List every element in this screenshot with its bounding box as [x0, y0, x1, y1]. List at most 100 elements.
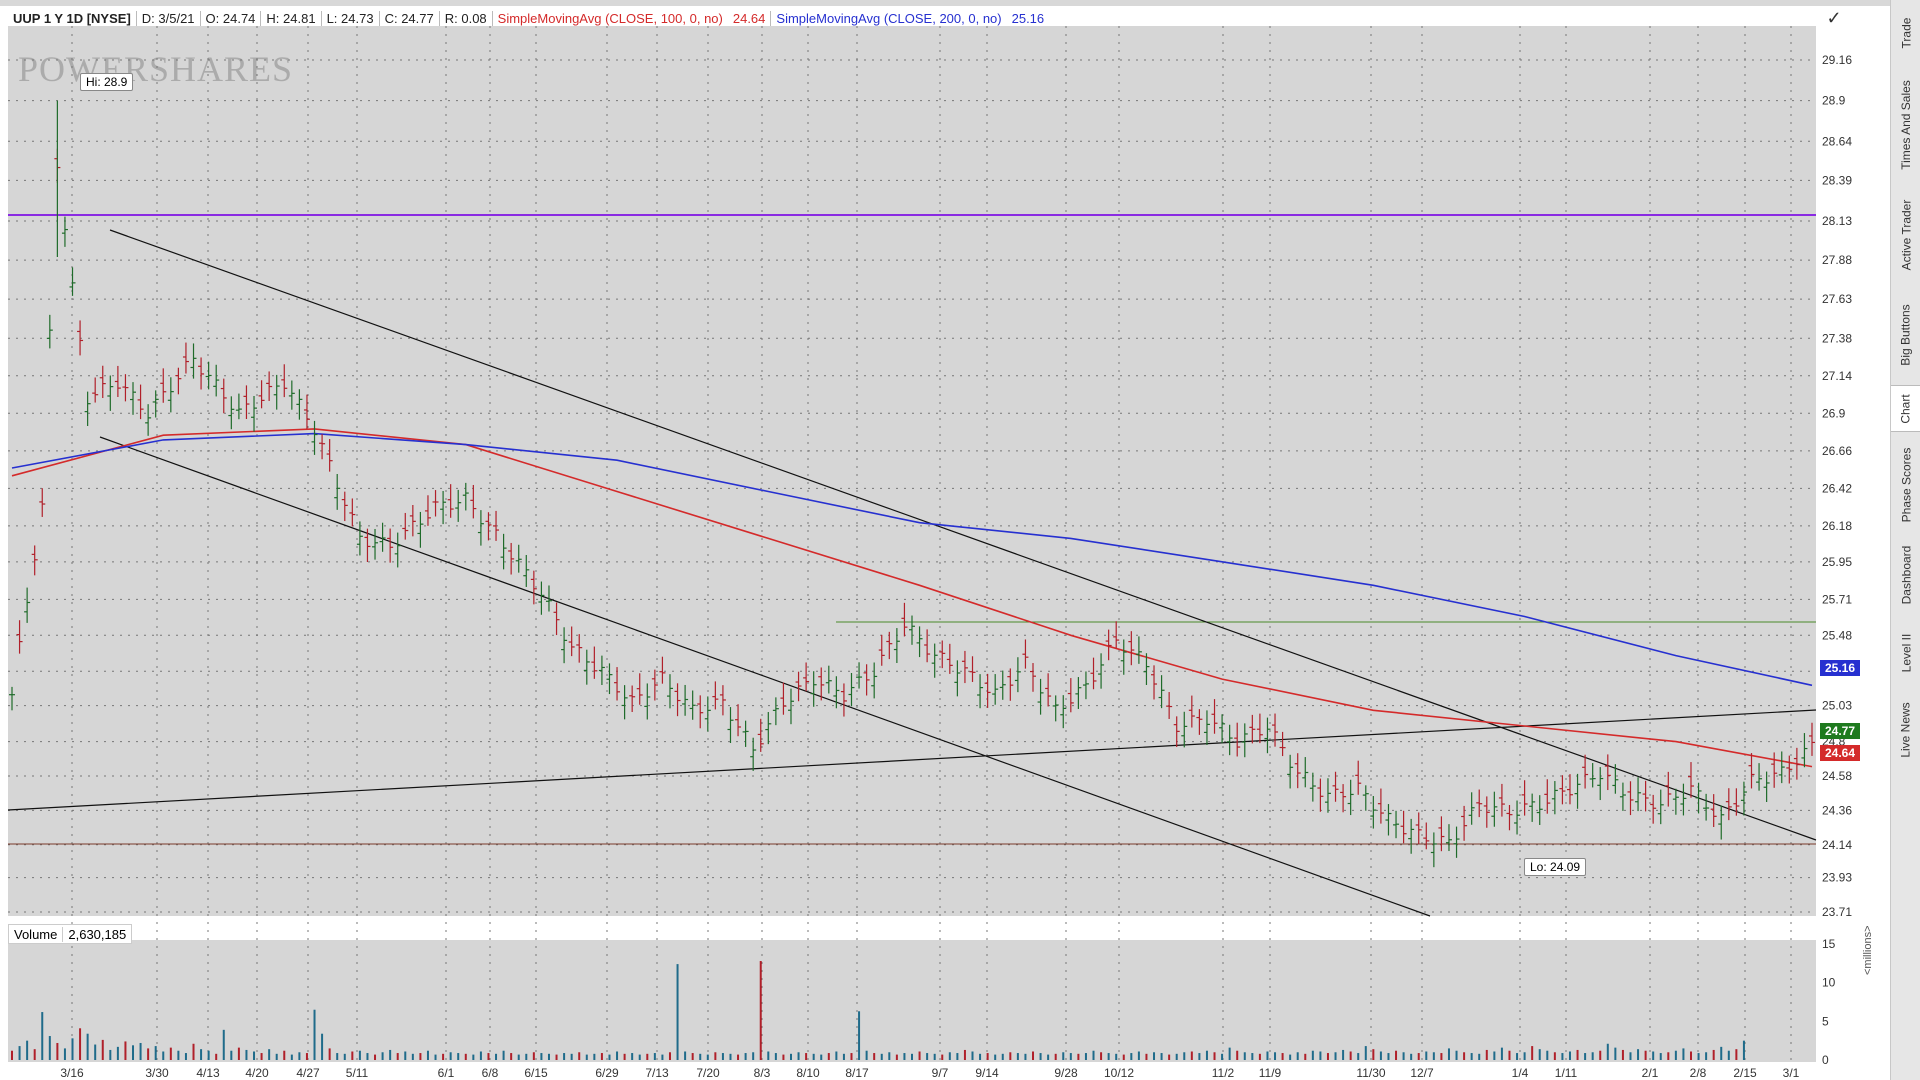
price-bar [1672, 788, 1679, 815]
price-bar [901, 602, 908, 637]
volume-bar [1069, 1053, 1072, 1060]
price-bar [1506, 805, 1513, 831]
price-tick-label: 28.13 [1822, 214, 1852, 228]
volume-bar [116, 1046, 119, 1060]
price-bar [84, 391, 91, 426]
close-readout: C: 24.77 [380, 10, 440, 26]
price-bar [1498, 783, 1505, 817]
price-bar [1725, 788, 1732, 821]
price-bar [1340, 784, 1347, 813]
open-readout: O: 24.74 [201, 10, 262, 26]
price-bar [1476, 789, 1483, 818]
volume-bar [1425, 1051, 1428, 1060]
price-bar [319, 434, 326, 460]
price-bar [538, 581, 545, 615]
price-bar [1786, 755, 1793, 784]
price-bar [235, 393, 242, 420]
volume-bar [1553, 1052, 1556, 1060]
price-bar [387, 528, 394, 563]
volume-bar [1213, 1052, 1216, 1060]
volume-bar [850, 1053, 853, 1060]
tab-trade[interactable]: Trade [1899, 17, 1913, 49]
price-bar [394, 532, 401, 568]
volume-bar [608, 1054, 611, 1060]
volume-bar [1039, 1053, 1042, 1060]
price-bar [545, 585, 552, 612]
price-bar [1022, 639, 1029, 669]
price-bar [750, 737, 757, 771]
volume-bar [691, 1053, 694, 1060]
price-plot-area [8, 26, 1816, 916]
price-bar [508, 542, 515, 575]
volume-plot-area [8, 940, 1816, 1062]
volume-bar [404, 1051, 407, 1060]
volume-bar [222, 1029, 225, 1060]
price-bar [1120, 639, 1127, 675]
date-tick-label: 11/9 [1259, 1066, 1282, 1080]
volume-bars [11, 961, 1745, 1060]
price-bar [1491, 791, 1498, 827]
volume-bar [1016, 1053, 1019, 1060]
sma200-label[interactable]: SimpleMovingAvg (CLOSE, 200, 0, no) [776, 10, 1002, 26]
price-bar [92, 377, 99, 403]
volume-bar [532, 1052, 535, 1060]
price-bar [251, 395, 258, 432]
tab-times-and-sales[interactable]: Times And Sales [1899, 80, 1914, 170]
price-bar [954, 660, 961, 697]
price-bar [818, 667, 825, 701]
price-bar [1680, 783, 1687, 816]
volume-bar [1243, 1052, 1246, 1060]
price-bar [825, 665, 832, 694]
date-tick-label: 4/27 [296, 1066, 320, 1080]
price-bar [939, 640, 946, 669]
tab-live-news[interactable]: Live News [1899, 702, 1914, 758]
volume-bar [1568, 1051, 1571, 1060]
tab-chart[interactable]: Chart [1891, 385, 1920, 432]
volume-bar [426, 1050, 429, 1060]
price-bar [1687, 762, 1694, 798]
price-bar [1045, 673, 1052, 707]
chart-settings-check-icon[interactable]: ✓ [1826, 8, 1842, 28]
range-readout: R: 0.08 [440, 10, 493, 26]
volume-bar [1349, 1051, 1352, 1060]
price-tick-label: 26.9 [1822, 406, 1846, 420]
date-tick-label: 4/20 [245, 1066, 269, 1080]
volume-bar [33, 1049, 36, 1060]
tab-active-trader[interactable]: Active Trader [1899, 199, 1914, 271]
volume-bar [63, 1048, 66, 1060]
tab-dashboard[interactable]: Dashboard [1899, 545, 1913, 605]
sma100-label[interactable]: SimpleMovingAvg (CLOSE, 100, 0, no) [497, 10, 723, 26]
symbol-label[interactable]: UUP 1 Y 1D [NYSE] [8, 10, 137, 26]
volume-bar [638, 1054, 641, 1060]
lower-channel-line [99, 436, 1431, 917]
price-bar [152, 390, 159, 418]
tab-phase-scores[interactable]: Phase Scores [1899, 447, 1913, 523]
price-bar [1748, 753, 1755, 789]
price-bar [636, 673, 643, 705]
price-bar [198, 357, 205, 390]
volume-bar [1689, 1051, 1692, 1060]
price-tick-label: 24.14 [1822, 838, 1852, 852]
chart-info-bar: UUP 1 Y 1D [NYSE] D: 3/5/21 O: 24.74 H: … [8, 8, 1049, 28]
date-tick-label: 9/7 [932, 1066, 949, 1080]
tab-level-ii[interactable]: Level II [1899, 633, 1914, 672]
price-bar [167, 377, 174, 413]
price-bar [893, 628, 900, 664]
tab-big-buttons[interactable]: Big Buttons [1899, 304, 1913, 366]
price-tick-label: 29.16 [1822, 53, 1852, 67]
date-tick-label: 2/1 [1642, 1066, 1659, 1080]
price-bar [977, 674, 984, 709]
volume-bar [1311, 1050, 1314, 1060]
price-bar [1430, 832, 1437, 868]
price-bar [931, 643, 938, 678]
volume-readout: Volume 2,630,185 [8, 924, 133, 944]
price-bar [659, 656, 666, 684]
volume-bar [1682, 1048, 1685, 1060]
volume-bar [328, 1048, 331, 1060]
price-bar [1483, 796, 1490, 828]
price-bar [644, 683, 651, 720]
price-bar [288, 380, 295, 410]
volume-bar [230, 1050, 233, 1060]
time-axis: 3/16 3/30 4/13 4/20 4/27 5/11 6/1 6/8 6/15 6/29 7/… [60, 1066, 1799, 1080]
